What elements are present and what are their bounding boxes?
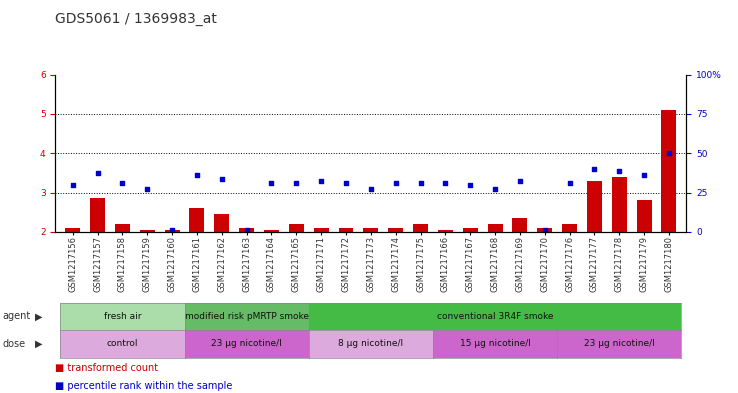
Text: modified risk pMRTP smoke: modified risk pMRTP smoke (184, 312, 308, 321)
Point (638, 172, 650, 178)
Bar (388, 228, 403, 232)
Bar (413, 224, 428, 232)
Bar (314, 228, 328, 232)
Bar (139, 230, 155, 232)
Text: conventional 3R4F smoke: conventional 3R4F smoke (437, 312, 554, 321)
Point (142, 185, 154, 192)
Bar (512, 218, 528, 232)
Bar (65, 228, 80, 232)
Text: fresh air: fresh air (103, 312, 141, 321)
Bar (214, 214, 230, 232)
Point (216, 176, 228, 182)
Bar (537, 228, 552, 232)
Text: ▶: ▶ (35, 339, 43, 349)
Bar (637, 200, 652, 232)
Text: 23 μg nicotine/l: 23 μg nicotine/l (211, 340, 282, 348)
Bar (115, 224, 130, 232)
Bar (239, 228, 254, 232)
Point (92, 170, 103, 176)
Point (241, 227, 252, 233)
Text: ■ percentile rank within the sample: ■ percentile rank within the sample (55, 381, 232, 391)
Point (514, 178, 525, 184)
Point (117, 180, 128, 186)
Bar (587, 181, 602, 232)
Point (315, 178, 327, 184)
Point (291, 180, 303, 186)
Point (340, 180, 352, 186)
Point (390, 180, 401, 186)
Point (613, 168, 625, 174)
Text: 23 μg nicotine/l: 23 μg nicotine/l (584, 340, 655, 348)
Point (415, 180, 427, 186)
Bar (363, 228, 379, 232)
Text: 8 μg nicotine/l: 8 μg nicotine/l (338, 340, 404, 348)
Text: control: control (107, 340, 138, 348)
Bar (339, 228, 354, 232)
Point (266, 180, 277, 186)
Bar (661, 110, 677, 232)
Point (191, 172, 203, 178)
Bar (289, 224, 304, 232)
Bar (264, 230, 279, 232)
Point (539, 227, 551, 233)
Bar (438, 230, 453, 232)
Text: agent: agent (2, 311, 30, 321)
Bar (562, 224, 577, 232)
Point (67, 182, 79, 188)
Text: 15 μg nicotine/l: 15 μg nicotine/l (460, 340, 531, 348)
Point (564, 180, 576, 186)
Point (365, 185, 376, 192)
Bar (90, 198, 105, 232)
Text: ■ transformed count: ■ transformed count (55, 364, 159, 373)
Bar (190, 208, 204, 232)
Point (166, 227, 178, 233)
Text: dose: dose (2, 339, 25, 349)
Bar (488, 224, 503, 232)
Text: ▶: ▶ (35, 311, 43, 321)
Bar (463, 228, 477, 232)
Point (663, 150, 675, 156)
Bar (165, 230, 179, 232)
Bar (612, 177, 627, 232)
Point (439, 180, 451, 186)
Point (588, 166, 600, 172)
Point (464, 182, 476, 188)
Point (489, 185, 501, 192)
Text: GDS5061 / 1369983_at: GDS5061 / 1369983_at (55, 12, 217, 26)
